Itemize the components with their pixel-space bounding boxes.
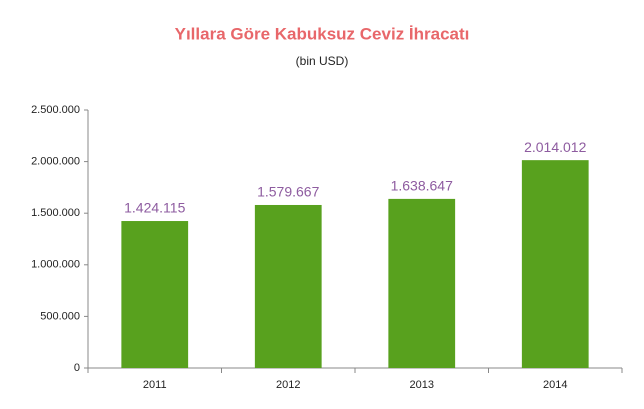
chart-title: Yıllara Göre Kabuksuz Ceviz İhracatı [175, 24, 470, 43]
y-tick-label: 0 [74, 362, 80, 374]
x-tick-label: 2011 [143, 379, 167, 391]
x-tick-label: 2013 [410, 379, 434, 391]
chart-subtitle: (bin USD) [296, 54, 349, 68]
y-tick-label: 1.500.000 [31, 207, 80, 219]
value-label: 1.579.667 [257, 184, 319, 200]
y-tick-label: 1.000.000 [31, 259, 80, 271]
value-label: 1.638.647 [391, 178, 453, 194]
y-tick-label: 2.000.000 [31, 156, 80, 168]
bar [254, 204, 322, 368]
value-label: 2.014.012 [524, 139, 586, 155]
bar [388, 198, 456, 368]
bar [521, 160, 589, 368]
y-tick-label: 500.000 [40, 310, 80, 322]
x-tick-label: 2012 [276, 379, 300, 391]
value-label: 1.424.115 [124, 200, 185, 216]
x-tick-label: 2014 [543, 379, 567, 391]
bar [121, 221, 189, 368]
y-tick-label: 2.500.000 [31, 104, 80, 116]
